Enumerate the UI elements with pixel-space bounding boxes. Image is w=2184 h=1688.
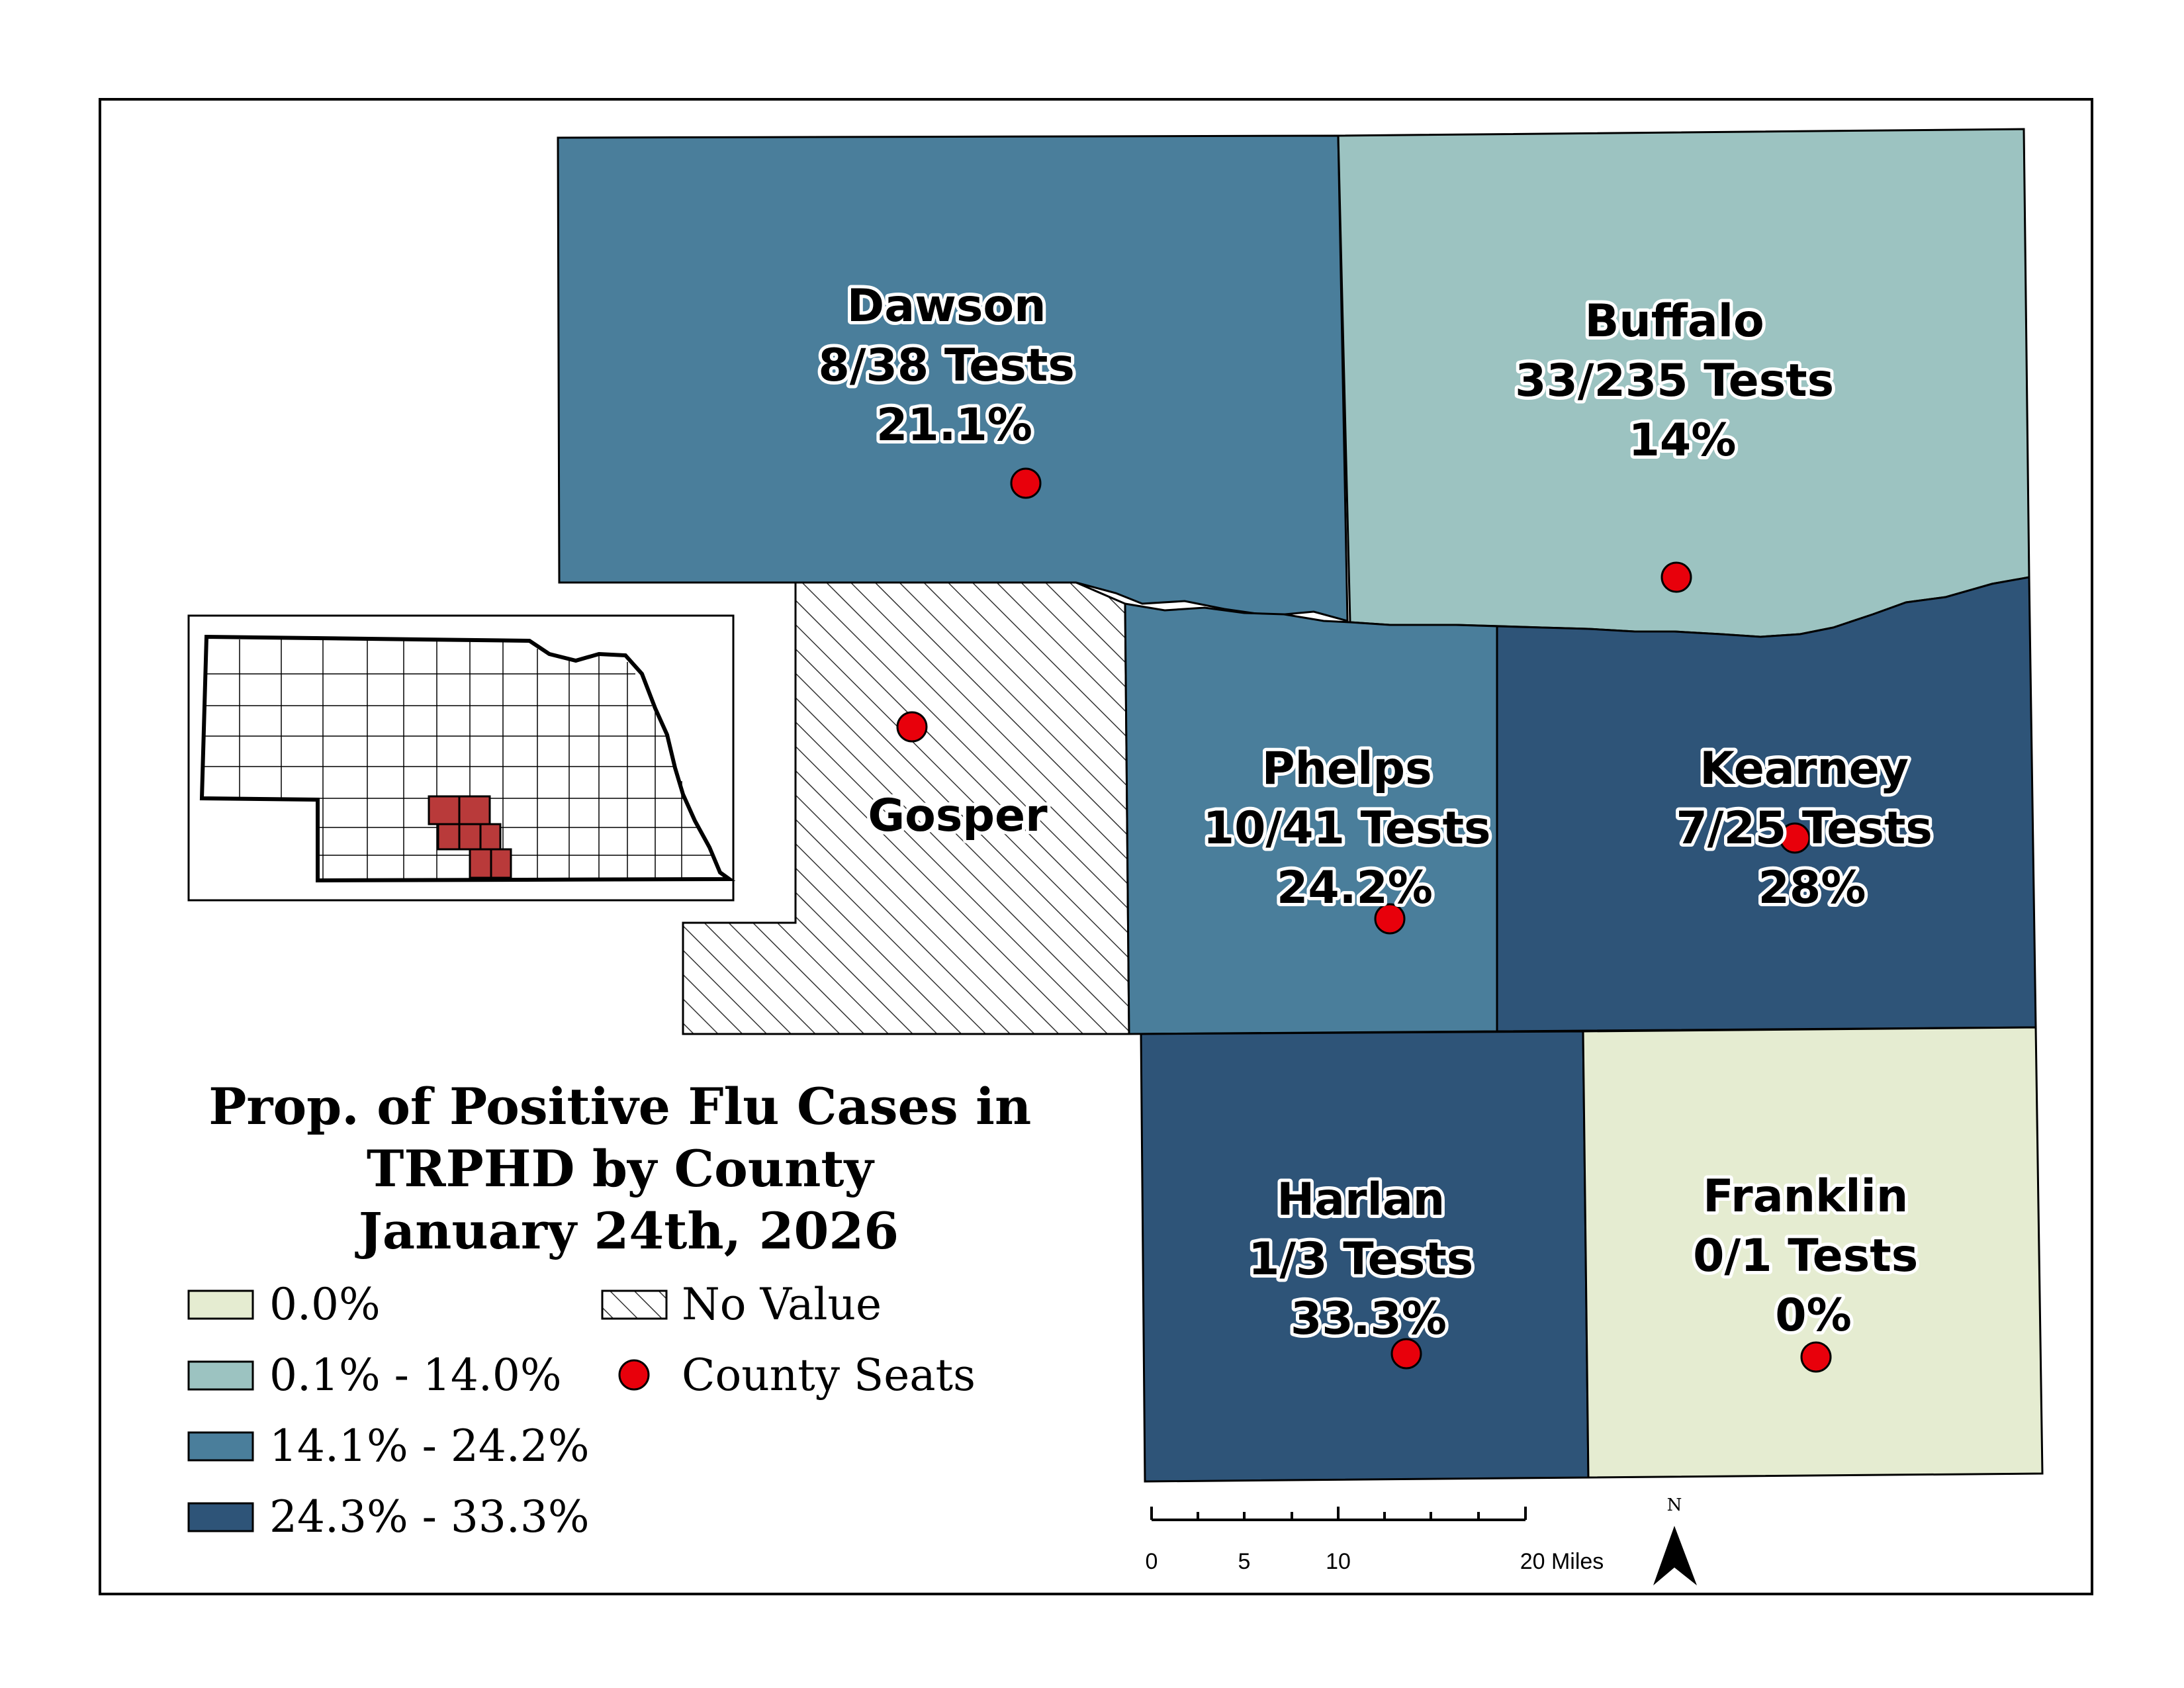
county-label-kearney: Kearney 7/25 Tests 28%: [1676, 743, 1948, 914]
county-label-franklin: Franklin 0/1 Tests 0%: [1693, 1170, 1934, 1342]
county-seat-buffalo[interactable]: [1661, 561, 1692, 593]
county-kearney[interactable]: [1496, 576, 2037, 1033]
county-label-buffalo: Buffalo 33/235 Tests 14%: [1515, 295, 1850, 467]
county-label-dawson: Dawson 8/38 Tests 21.1%: [818, 280, 1090, 451]
scale-tick-10: 10: [1326, 1549, 1351, 1574]
county-label-phelps: Phelps 10/41 Tests 24.2%: [1203, 743, 1506, 914]
north-arrow-icon: N: [1653, 1495, 1697, 1585]
legend-swatch-0: [187, 1289, 254, 1320]
legend-label-3: 24.3% - 33.3%: [269, 1491, 590, 1542]
county-seat-gosper[interactable]: [896, 711, 928, 743]
legend-label-2: 14.1% - 24.2%: [269, 1421, 590, 1472]
legend-label-no-value: No Value: [682, 1279, 882, 1330]
county-seat-dawson[interactable]: [1010, 467, 1042, 499]
county-seat-phelps[interactable]: [1374, 903, 1406, 935]
scale-tick-20: 20 Miles: [1520, 1549, 1604, 1574]
inset-trphd-highlight: [428, 795, 512, 879]
county-gosper[interactable]: [682, 581, 1130, 1035]
nebraska-outline: [199, 634, 736, 883]
county-seat-franklin[interactable]: [1800, 1341, 1832, 1373]
inset-county-grid: [203, 639, 715, 880]
scale-tick-5: 5: [1238, 1549, 1251, 1574]
legend-label-1: 0.1% - 14.0%: [269, 1350, 562, 1401]
legend-swatch-1: [187, 1360, 254, 1391]
legend-swatch-2: [187, 1431, 254, 1462]
legend: 0.0% 0.1% - 14.0% 14.1% - 24.2% 24.3% - …: [187, 1279, 976, 1542]
scale-tick-0: 0: [1146, 1549, 1158, 1574]
county-seat-harlan[interactable]: [1390, 1338, 1422, 1370]
legend-county-seat-icon: [618, 1359, 650, 1391]
legend-swatch-3: [187, 1502, 254, 1532]
map-frame: [99, 98, 2093, 1595]
legend-label-0: 0.0%: [269, 1279, 381, 1330]
legend-label-county-seats: County Seats: [682, 1350, 976, 1401]
north-label: N: [1667, 1495, 1682, 1515]
county-dawson[interactable]: [557, 134, 1349, 622]
legend-swatch-no-value: [601, 1289, 668, 1320]
county-label-gosper: Gosper: [868, 790, 1048, 842]
county-label-harlan: Harlan 1/3 Tests 33.3%: [1248, 1174, 1489, 1345]
county-seats: [896, 467, 1832, 1373]
county-franklin[interactable]: [1582, 1026, 2044, 1479]
inset-map: [187, 614, 736, 902]
map-title: Prop. of Positive Flu Cases in TRPHD by …: [208, 1077, 1048, 1260]
county-seat-kearney[interactable]: [1779, 822, 1811, 854]
scale-bar: [1150, 1507, 1527, 1521]
